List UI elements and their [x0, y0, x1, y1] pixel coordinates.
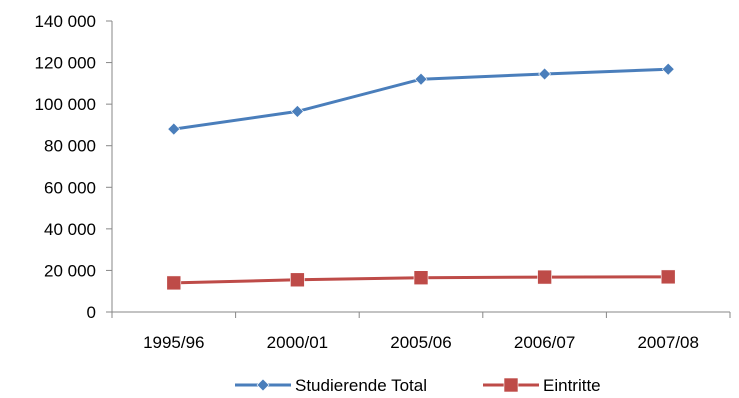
series-eintritte: [166, 269, 676, 291]
data-point: [537, 269, 552, 285]
x-tick-label: 1995/96: [143, 333, 204, 352]
data-point: [290, 272, 305, 288]
x-tick-label: 2005/06: [390, 333, 451, 352]
data-point: [166, 275, 182, 291]
y-tick-label: 40 000: [44, 220, 96, 239]
series-studierende-total: [167, 62, 675, 136]
y-tick-label: 20 000: [44, 261, 96, 280]
x-tick-label: 2007/08: [637, 333, 698, 352]
y-tick-label: 60 000: [44, 178, 96, 197]
chart-series: [166, 62, 676, 291]
data-point: [661, 62, 675, 76]
legend-item: Eintritte: [483, 376, 601, 395]
legend-label: Studierende Total: [295, 376, 427, 395]
chart-axes: [106, 20, 731, 318]
legend-label: Eintritte: [543, 376, 601, 395]
y-tick-label: 0: [87, 303, 96, 322]
data-point: [413, 270, 429, 286]
y-tick-label: 80 000: [44, 137, 96, 156]
legend-marker: [503, 377, 519, 393]
x-tick-label: 2000/01: [267, 333, 328, 352]
data-point: [167, 122, 181, 136]
y-tick-label: 140 000: [35, 12, 96, 31]
data-point: [538, 67, 552, 81]
y-axis-tick-labels: 0 20 000 40 000 60 000 80 000 100 000 120 000 1…: [35, 12, 96, 322]
x-tick-label: 2006/07: [514, 333, 575, 352]
data-point: [290, 104, 304, 118]
y-tick-label: 100 000: [35, 95, 96, 114]
legend-item: Studierende Total: [235, 376, 427, 395]
data-point: [660, 269, 676, 285]
x-axis-tick-labels: 1995/96 2000/01 2005/06 2006/07 2007/08: [143, 333, 699, 352]
y-tick-label: 120 000: [35, 54, 96, 73]
legend-marker: [256, 378, 270, 392]
data-point: [414, 72, 428, 86]
chart-legend: Studierende Total Eintritte: [235, 376, 601, 395]
